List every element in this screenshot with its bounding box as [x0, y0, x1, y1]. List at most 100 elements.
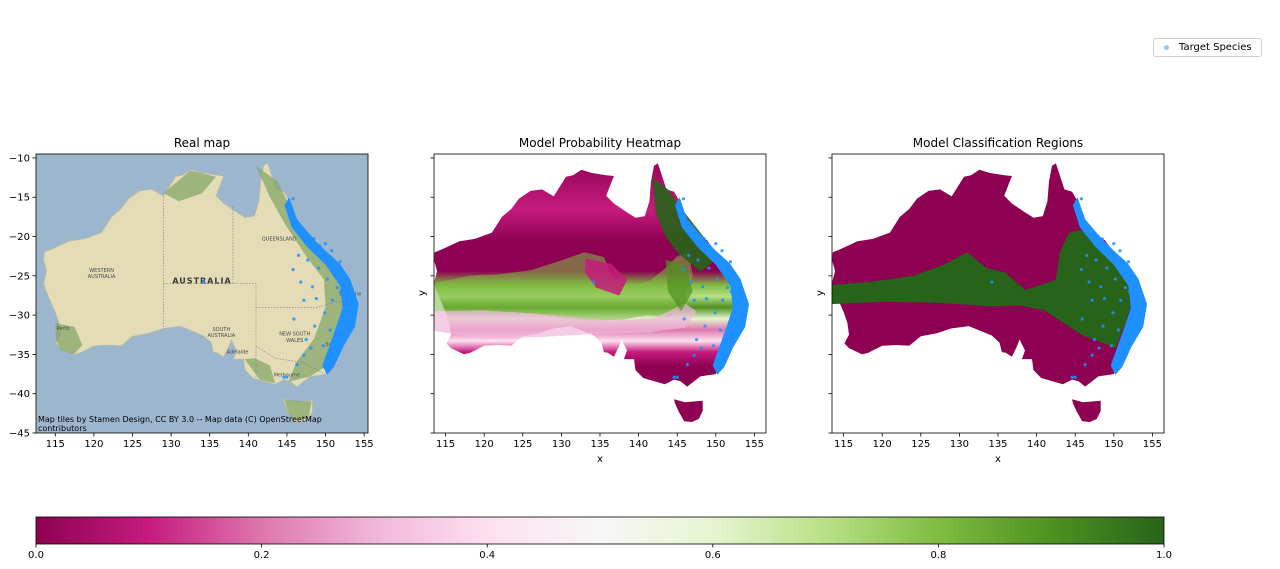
x-ticks: 115 120 125 130 135 140 145 150 155 — [46, 433, 374, 450]
place-label: WESTERN — [89, 268, 114, 274]
occurrence-point — [1101, 324, 1105, 328]
occurrence-point — [314, 297, 318, 301]
occurrence-point — [295, 363, 299, 367]
occurrence-point — [1096, 234, 1100, 238]
southern-transition-band — [434, 303, 697, 339]
state-borders — [163, 196, 353, 379]
occurrence-point — [1097, 346, 1101, 350]
panel-classification-regions: Model Classification Regions 115 120 125 13… — [815, 136, 1165, 465]
legend-entry: Target Species — [1179, 42, 1252, 53]
occurrence-point — [1070, 375, 1074, 379]
place-label: WALES — [286, 338, 303, 344]
occurrence-point — [1083, 363, 1087, 367]
place-label: Melbourne — [274, 372, 300, 378]
occurrence-point — [1073, 375, 1077, 379]
occurrence-point — [737, 286, 741, 290]
occurrence-point — [1118, 249, 1122, 253]
x-axis-label: x — [995, 454, 1001, 465]
occurrence-point — [1116, 328, 1120, 332]
occurrence-point — [1139, 306, 1143, 310]
y-tick-label: −35 — [9, 350, 30, 361]
occurrence-point — [738, 315, 742, 320]
occurrence-point — [681, 197, 686, 201]
occurrence-points — [592, 197, 745, 379]
place-label: Perth — [56, 326, 69, 332]
colorbar: 0.0 0.2 0.4 0.6 0.8 1.0 — [28, 516, 1172, 561]
vegetation-patch — [163, 170, 216, 202]
occurrence-point — [1119, 298, 1123, 302]
y-ticks — [828, 157, 832, 434]
vegetation-patch — [55, 323, 83, 355]
occurrence-point — [741, 306, 745, 310]
occurrence-point — [1077, 210, 1081, 214]
x-tick-label: 150 — [316, 439, 335, 450]
occurrence-point — [317, 266, 321, 270]
occurrence-point — [685, 363, 689, 367]
occurrence-point — [340, 333, 345, 338]
occurrence-point — [1113, 277, 1117, 281]
occurrence-points — [201, 197, 355, 379]
occurrence-point — [337, 337, 341, 341]
x-tick-label: 140 — [629, 439, 648, 450]
x-tick-label: 155 — [745, 439, 764, 450]
occurrence-point — [342, 310, 346, 314]
occurrence-point — [1081, 221, 1085, 225]
x-tick-label: 130 — [162, 439, 181, 450]
vegetation-patch — [244, 358, 276, 384]
x-tick-label: 140 — [239, 439, 258, 450]
occurrence-point — [724, 264, 728, 268]
state-border — [255, 346, 325, 375]
x-tick-label: 135 — [590, 439, 609, 450]
occurrence-point — [330, 298, 335, 302]
occurrence-point — [1090, 353, 1094, 357]
occurrence-point — [325, 277, 329, 281]
occurrence-point — [1119, 348, 1123, 352]
occurrence-point — [330, 348, 335, 352]
occurrence-point — [328, 328, 332, 332]
occurrence-point — [1087, 280, 1091, 284]
occurrence-point — [1126, 260, 1131, 264]
occurrence-point — [687, 253, 691, 257]
occurrence-point — [1079, 267, 1083, 272]
occurrence-point — [282, 375, 286, 379]
place-label: NEW SOUTH — [279, 332, 310, 338]
class-present-region — [832, 228, 1134, 349]
occurrence-point — [728, 337, 732, 341]
occurrence-point — [702, 237, 706, 241]
occurrence-point — [291, 267, 295, 272]
occurrence-point — [1109, 344, 1114, 348]
occurrence-point — [739, 297, 743, 301]
occurrence-point — [689, 228, 693, 232]
low-probability-patch — [584, 258, 627, 296]
occurrence-point — [1129, 333, 1133, 338]
occurrence-point — [318, 254, 322, 258]
x-tick-label: 135 — [200, 439, 219, 450]
occurrence-point — [285, 375, 289, 379]
occurrence-point — [1123, 341, 1127, 345]
high-probability-region — [665, 260, 693, 312]
occurrence-point — [718, 255, 722, 259]
occurrence-point — [708, 244, 712, 248]
panel-probability-heatmap: Model Probability Heatmap 115 120 125 130 13… — [417, 136, 767, 465]
occurrence-point — [323, 242, 328, 246]
classification-surface — [832, 163, 1142, 422]
occurrence-point — [729, 289, 733, 294]
colorbar-tick-label: 0.8 — [930, 550, 946, 561]
occurrence-point — [345, 324, 349, 328]
occurrence-point — [293, 221, 297, 225]
occurrence-point — [351, 306, 355, 310]
occurrence-point — [292, 317, 296, 321]
vegetation-patch — [256, 165, 353, 382]
y-tick-label: −15 — [9, 193, 30, 204]
x-tick-label: 125 — [911, 439, 930, 450]
y-axis-label: y — [417, 290, 428, 296]
state-border — [232, 206, 257, 379]
x-tick-label: 120 — [475, 439, 494, 450]
place-label: QUEENSLAND — [262, 237, 297, 243]
occurrence-point — [692, 298, 696, 302]
occurrence-point — [682, 317, 686, 321]
occurrence-point — [349, 297, 353, 301]
occurrence-point — [713, 365, 717, 369]
occurrence-point — [1106, 254, 1110, 258]
